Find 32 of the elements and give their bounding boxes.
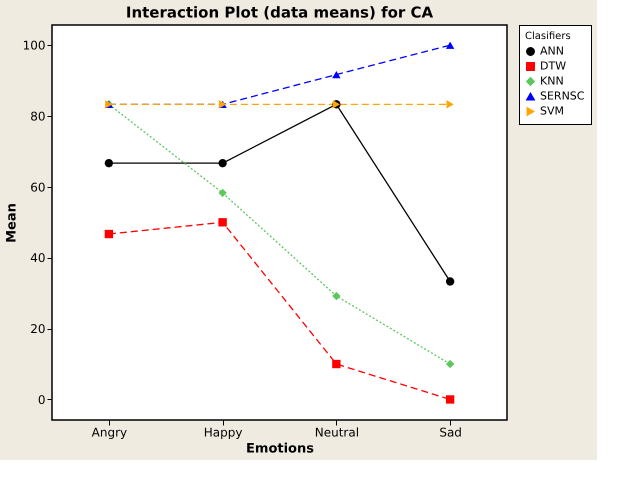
point [104, 230, 114, 238]
point [446, 395, 454, 404]
point [218, 218, 227, 227]
x-tick-label: Angry [92, 426, 128, 440]
y-tick-label: 0 [38, 392, 46, 407]
point [332, 360, 341, 368]
y-tick-label: 40 [30, 251, 46, 266]
point [446, 42, 454, 49]
y-tick-label: 100 [22, 38, 46, 53]
y-axis-title: Mean [4, 203, 20, 243]
point [332, 70, 341, 78]
chart-title: Interaction Plot (data means) for CA [126, 4, 434, 22]
legend-label: DTW [540, 60, 566, 72]
point [218, 188, 227, 198]
legend-label: KNN [540, 74, 564, 88]
legend-label: ANN [540, 44, 564, 58]
point [446, 100, 454, 109]
x-tick-label: Happy [204, 426, 242, 440]
point [446, 277, 454, 286]
legend-label: SERNSC [540, 90, 585, 102]
x-tick-label: Neutral [314, 426, 360, 440]
point [104, 158, 114, 168]
x-tick-label: Sad [439, 426, 462, 440]
legend-title: Clasifiers [525, 31, 571, 42]
y-tick-label: 80 [30, 110, 46, 124]
y-tick-label: 20 [30, 322, 46, 336]
point [332, 292, 341, 300]
point [218, 158, 227, 168]
y-tick-label: 60 [30, 180, 46, 194]
x-axis-title: Emotions [246, 442, 314, 456]
legend-label: SVM [540, 104, 564, 118]
point [446, 360, 454, 368]
